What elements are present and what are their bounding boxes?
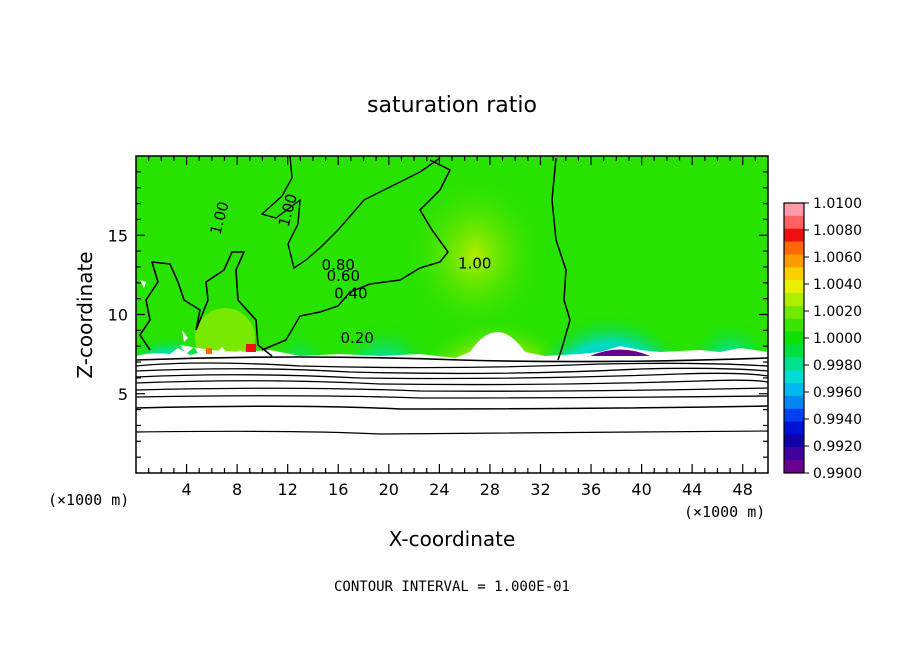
colorbar-swatch: [784, 383, 804, 397]
x-tick-label: 36: [581, 480, 601, 499]
colorbar-swatch: [784, 434, 804, 448]
colorbar-label: 0.9940: [813, 412, 862, 428]
x-axis-units: (×1000 m): [684, 503, 765, 521]
colorbar-swatch: [784, 331, 804, 345]
y-tick-label: 5: [118, 385, 128, 404]
colorbar-swatch: [784, 395, 804, 410]
colorbar-swatch: [784, 241, 804, 255]
colorbar-label: 1.0060: [813, 250, 862, 266]
colorbar-swatch: [784, 280, 804, 294]
colorbar-swatch: [784, 293, 804, 307]
colorbar-label: 1.0040: [813, 277, 862, 293]
contour-label-group: 0.80: [322, 256, 355, 274]
x-tick-label: 48: [733, 480, 753, 499]
y-tick-label: 15: [108, 226, 128, 245]
colorbar-label: 0.9900: [813, 466, 862, 482]
contour-label: 0.60: [327, 267, 360, 285]
colorbar-label: 1.0100: [813, 196, 862, 212]
x-tick-label: 8: [232, 480, 242, 499]
colorbar-label: 0.9920: [813, 439, 862, 455]
x-tick-label: 12: [278, 480, 298, 499]
chart-title: saturation ratio: [367, 93, 537, 118]
contour-label: 1.00: [458, 255, 491, 273]
contour-label: 0.20: [340, 329, 373, 347]
x-axis: 4 8 12 16 20 24 28 32 36 40 44 48: [148, 156, 756, 499]
colorbar-label: 1.0080: [813, 223, 862, 239]
colorbar-swatch: [784, 344, 804, 358]
colorbar-label: 0.9960: [813, 385, 862, 401]
colorbar-swatch: [784, 215, 804, 230]
colorbar-label: 0.9980: [813, 358, 862, 374]
contour-label: 0.40: [334, 285, 367, 303]
x-tick-label: 28: [480, 480, 500, 499]
contour-label-group: 0.20: [340, 329, 373, 347]
colorbar-swatch: [784, 460, 804, 474]
colorbar-label: 1.0020: [813, 304, 862, 320]
contour-interval-note: CONTOUR INTERVAL = 1.000E-01: [334, 579, 570, 595]
x-axis-label: X-coordinate: [389, 527, 516, 551]
x-tick-label: 40: [631, 480, 651, 499]
contour-lines: [136, 156, 768, 435]
colorbar-swatch: [784, 254, 804, 268]
colorbar: 1.0100 1.0080 1.0060 1.0040 1.0020 1.0000 0.99…: [783, 196, 862, 482]
x-tick-label: 4: [181, 480, 191, 499]
contour-label-group: 1.00: [458, 255, 491, 273]
x-tick-label: 32: [530, 480, 550, 499]
colorbar-swatch: [784, 357, 804, 371]
x-tick-label: 16: [328, 480, 348, 499]
colorbar-swatch: [784, 203, 804, 217]
colorbar-swatch: [784, 370, 804, 384]
colorbar-swatch: [784, 318, 804, 333]
contour-label: 0.80: [322, 256, 355, 274]
y-axis-units: (×1000 m): [48, 491, 129, 509]
colorbar-swatch: [784, 421, 804, 435]
colorbar-swatch: [784, 408, 804, 423]
colorbar-label: 1.0000: [813, 331, 862, 347]
x-tick-label: 20: [379, 480, 399, 499]
x-tick-label: 44: [682, 480, 702, 499]
contour-label-group: 0.40: [334, 285, 367, 303]
colorbar-swatch: [784, 447, 804, 461]
contour-label-group: 0.60: [327, 267, 360, 285]
y-tick-label: 10: [108, 306, 128, 325]
x-tick-label: 24: [429, 480, 449, 499]
colorbar-swatch: [784, 228, 804, 243]
y-axis-label: Z-coordinate: [73, 251, 97, 378]
colorbar-swatch: [784, 305, 804, 320]
colorbar-swatch: [784, 267, 804, 281]
heatmap-field: 1.001.001.000.800.600.400.20: [136, 156, 768, 473]
y-axis: 5 10 15: [108, 171, 768, 458]
